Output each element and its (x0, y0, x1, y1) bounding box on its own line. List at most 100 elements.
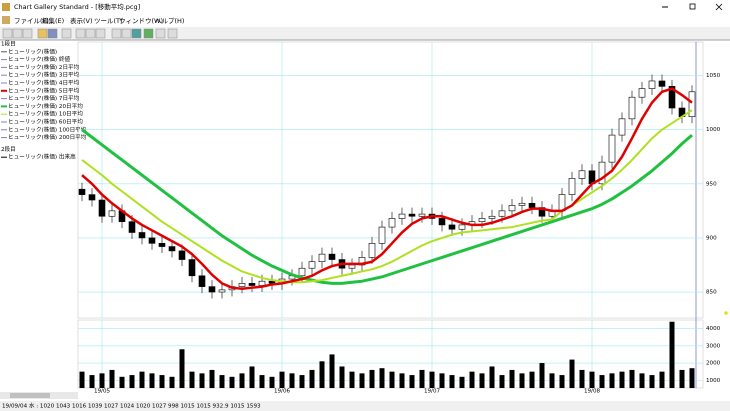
volume-bar (609, 373, 615, 388)
volume-bar (229, 376, 235, 388)
legend-label: ヒューリック(株価) 2日平均 (8, 63, 80, 71)
volume-bar (459, 376, 465, 388)
volume-bar (489, 366, 495, 388)
volume-bar (339, 366, 345, 388)
candle-body (668, 86, 676, 109)
menu-item[interactable]: 編集(E) (42, 16, 64, 25)
volume-bar (479, 373, 485, 388)
tool-button[interactable] (167, 28, 178, 39)
candle-body (198, 275, 206, 287)
candle-body (448, 224, 456, 230)
window-title: Chart Gallery Standard - [移動平均.pcg] (14, 2, 140, 11)
tool-button[interactable] (47, 28, 58, 39)
candle-body (528, 202, 536, 208)
y-tick-label: 1000 (706, 127, 721, 133)
app-icon (2, 3, 10, 11)
candle-body (498, 210, 506, 217)
volume-bar (589, 371, 595, 388)
candle-body (598, 161, 606, 185)
candle-body (608, 134, 616, 163)
candle-body (658, 80, 666, 87)
tool-button[interactable] (37, 28, 48, 39)
tool-button[interactable] (111, 28, 122, 39)
volume-bar (399, 373, 405, 388)
candle-body (618, 118, 626, 136)
tool-button[interactable] (12, 28, 23, 39)
menu-item[interactable]: ツール(T) (94, 17, 123, 25)
volume-bar (99, 373, 105, 388)
y-tick-label: 900 (706, 235, 717, 241)
volume-bar (439, 373, 445, 388)
candle-body (248, 283, 256, 286)
candle-body (158, 243, 166, 247)
close-button[interactable] (715, 3, 723, 11)
legend-label: ヒューリック(株価) 7日平均 (8, 94, 80, 102)
volume-bar (249, 366, 255, 388)
volume-bar (189, 371, 195, 388)
volume-bar (519, 373, 525, 388)
volume-bar (79, 371, 85, 388)
candle-body (348, 264, 356, 269)
legend-label: ヒューリック(株価) 200日平均 (8, 133, 87, 141)
tool-button[interactable] (121, 28, 132, 39)
volume-bar (259, 375, 265, 388)
y-tick-label: 950 (706, 181, 717, 187)
legend-label: ヒューリック(株価) 4日平均 (8, 79, 80, 87)
y-tick-label: 1050 (706, 73, 721, 79)
volume-bar (629, 369, 635, 388)
x-tick-label: 19/07 (424, 389, 441, 395)
volume-bar (539, 363, 545, 388)
candle-body (148, 237, 156, 244)
marker (724, 311, 728, 315)
candle-body (398, 213, 406, 219)
tool-button[interactable] (131, 28, 142, 39)
candle-body (318, 253, 326, 263)
candle-body (418, 213, 426, 217)
volume-bar (89, 375, 95, 388)
tool-button[interactable] (22, 28, 33, 39)
candle-body (128, 221, 136, 233)
volume-bar (179, 349, 185, 388)
x-tick-label: 19/08 (584, 389, 601, 395)
candle-body (298, 267, 306, 277)
tool-button[interactable] (143, 28, 154, 39)
menu-item[interactable]: ウィンドウ(W) (119, 17, 163, 25)
menu-item[interactable]: ファイル(F) (14, 17, 49, 25)
tool-button[interactable] (75, 28, 86, 39)
tool-button[interactable] (155, 28, 166, 39)
volume-bar (269, 376, 275, 388)
legend-label: ヒューリック(株価) 100日平均 (8, 125, 87, 133)
legend-label: 1段目 (1, 40, 16, 48)
status-bar (0, 401, 730, 411)
legend-label: 2段目 (1, 145, 16, 153)
volume-bar (679, 369, 685, 388)
status-text: 19/09/04 水 : 1020 1043 1016 1039 1027 10… (2, 402, 261, 410)
volume-bar (599, 375, 605, 388)
toolbar (0, 27, 730, 40)
scroll-thumb[interactable] (10, 393, 50, 398)
volume-bar (409, 375, 415, 388)
volume-bar (279, 371, 285, 388)
candle-body (238, 283, 246, 287)
maximize-button[interactable] (689, 3, 696, 10)
volume-bar (569, 359, 575, 388)
menu-item[interactable]: ヘルプ(H) (155, 17, 184, 25)
volume-bar (419, 369, 425, 388)
volume-bar (139, 371, 145, 388)
candle-body (508, 205, 516, 212)
volume-bar (329, 354, 335, 388)
legend-label: ヒューリック(株価) 5日平均 (8, 86, 80, 94)
tool-button[interactable] (85, 28, 96, 39)
legend-label: ヒューリック(株価) 終値 (8, 55, 70, 63)
volume-bar (349, 371, 355, 388)
menu-item[interactable]: 表示(V) (70, 16, 93, 25)
volume-bar (129, 375, 135, 388)
tool-button[interactable] (2, 28, 13, 39)
tool-button[interactable] (61, 28, 72, 39)
tool-button[interactable] (95, 28, 106, 39)
legend-label: ヒューリック(株価) 60日平均 (8, 118, 83, 126)
moving-average-line (81, 128, 693, 285)
legend-label: ヒューリック(株価) 3日平均 (8, 71, 80, 79)
volume-bar (239, 373, 245, 388)
candle-body (78, 188, 86, 195)
